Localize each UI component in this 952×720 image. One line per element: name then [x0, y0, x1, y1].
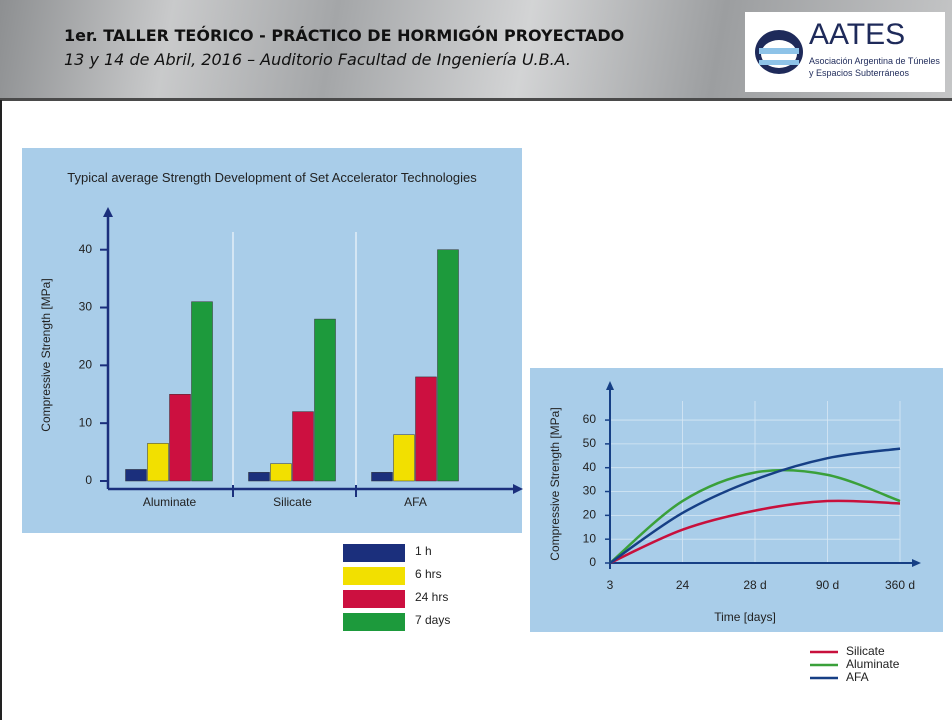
- bar: [248, 472, 270, 482]
- legend-label: Silicate: [846, 644, 885, 658]
- x-tick-label: Aluminate: [143, 495, 197, 509]
- axis-arrow: [513, 484, 523, 494]
- logo-line: Asociación Argentina de Túneles: [809, 56, 940, 66]
- bar: [125, 469, 147, 482]
- bar: [191, 301, 213, 482]
- x-tick-label: 24: [676, 578, 690, 592]
- legend-swatch: [343, 544, 405, 562]
- logo-mark: [755, 30, 803, 74]
- x-tick-label: Silicate: [273, 495, 312, 509]
- y-tick-label: 30: [79, 300, 93, 314]
- y-tick-label: 20: [79, 358, 93, 372]
- legend-label: 1 h: [415, 544, 432, 558]
- slide-border: [0, 100, 2, 720]
- axis-arrow: [912, 559, 921, 567]
- x-tick-label: 90 d: [816, 578, 839, 592]
- bar: [437, 249, 459, 482]
- axis-arrow: [103, 207, 113, 217]
- bar: [314, 318, 336, 482]
- bar: [415, 376, 437, 482]
- x-tick-label: 3: [607, 578, 614, 592]
- bar: [270, 463, 292, 482]
- chart-title: Typical average Strength Development of …: [67, 170, 477, 185]
- header: 1er. TALLER TEÓRICO - PRÁCTICO DE HORMIG…: [0, 0, 952, 101]
- bar: [169, 394, 191, 482]
- legend-label: 7 days: [415, 613, 450, 627]
- line: [609, 468, 901, 564]
- y-axis-label: Compressive Strength [MPa]: [39, 278, 53, 431]
- y-tick-label: 0: [589, 555, 596, 569]
- logo-line: y Espacios Subterráneos: [809, 68, 910, 78]
- line: [609, 499, 901, 565]
- legend-label: 6 hrs: [415, 567, 442, 581]
- bar: [292, 411, 314, 482]
- y-tick-label: 60: [583, 412, 597, 426]
- logo-name: AATES: [809, 18, 906, 51]
- y-tick-label: 50: [583, 436, 597, 450]
- y-tick-label: 0: [85, 473, 92, 487]
- legend-label: 24 hrs: [415, 590, 448, 604]
- legend-label: Aluminate: [846, 657, 900, 671]
- header-title: 1er. TALLER TEÓRICO - PRÁCTICO DE HORMIG…: [64, 26, 625, 45]
- y-tick-label: 40: [583, 460, 597, 474]
- legend-swatch: [343, 613, 405, 631]
- y-tick-label: 10: [583, 531, 597, 545]
- legend-swatch: [343, 590, 405, 608]
- x-tick-label: 360 d: [885, 578, 915, 592]
- x-tick-label: AFA: [404, 495, 427, 509]
- x-tick-label: 28 d: [743, 578, 766, 592]
- y-tick-label: 30: [583, 484, 597, 498]
- x-axis-label: Time [days]: [714, 610, 776, 624]
- bar: [371, 472, 393, 482]
- legend-label: AFA: [846, 670, 869, 684]
- y-tick-label: 20: [583, 508, 597, 522]
- bar: [147, 443, 169, 482]
- y-tick-label: 10: [79, 415, 93, 429]
- y-axis-label: Compressive Strength [MPa]: [548, 407, 562, 560]
- logo: AATES Asociación Argentina de Túneles y …: [745, 12, 945, 92]
- header-subtitle: 13 y 14 de Abril, 2016 – Auditorio Facul…: [64, 50, 571, 69]
- bar: [393, 434, 415, 482]
- axis-arrow: [606, 381, 614, 390]
- legend-swatch: [343, 567, 405, 585]
- line: [609, 447, 901, 565]
- y-tick-label: 40: [79, 242, 93, 256]
